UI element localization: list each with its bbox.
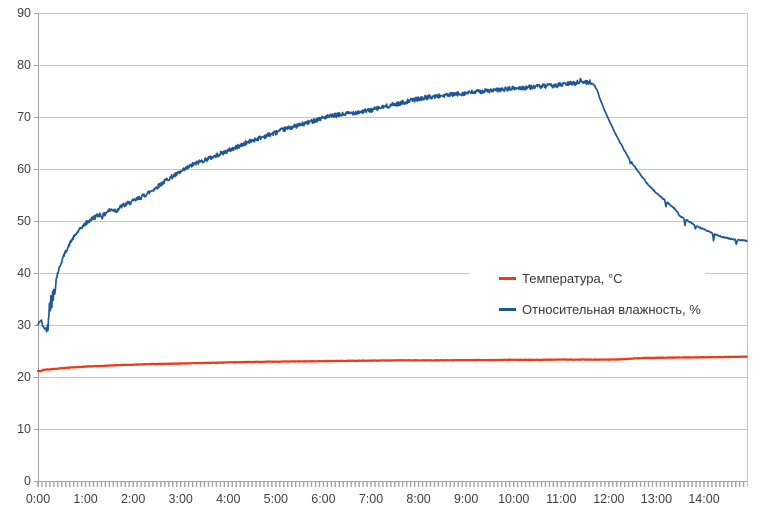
x-axis-tick-label: 7:00 bbox=[358, 492, 384, 506]
y-axis-tick-label: 60 bbox=[17, 162, 31, 176]
x-axis-tick-label: 11:00 bbox=[546, 492, 577, 506]
x-axis-tick-label: 1:00 bbox=[73, 492, 98, 506]
axes bbox=[34, 13, 747, 487]
x-axis-minor-ticks bbox=[37, 481, 745, 487]
temperature-line-marker bbox=[499, 277, 516, 280]
y-axis-tick-label: 70 bbox=[17, 110, 31, 124]
chart-legend: Температура, °C Относительная влажность,… bbox=[470, 265, 705, 325]
x-axis-tick-label: 5:00 bbox=[263, 492, 289, 506]
x-axis-tick-label: 6:00 bbox=[311, 492, 336, 506]
y-axis-tick-label: 40 bbox=[17, 266, 31, 280]
x-axis-tick-label: 2:00 bbox=[120, 492, 146, 506]
x-axis-tick-label: 9:00 bbox=[453, 492, 479, 506]
x-axis-tick-label: 0:00 bbox=[25, 492, 51, 506]
y-axis-tick-label: 20 bbox=[17, 370, 31, 384]
gridlines bbox=[38, 13, 748, 487]
y-axis-tick-label: 80 bbox=[17, 58, 31, 72]
humidity-line-marker bbox=[499, 308, 516, 311]
legend-label-temperature: Температура, °C bbox=[522, 271, 623, 286]
x-axis-tick-label: 12:00 bbox=[593, 492, 625, 506]
x-axis-tick-label: 14:00 bbox=[688, 492, 720, 506]
y-axis-tick-label: 0 bbox=[24, 474, 31, 488]
x-axis-tick-label: 13:00 bbox=[640, 492, 673, 506]
x-axis-tick-label: 4:00 bbox=[216, 492, 241, 506]
x-axis-tick-label: 8:00 bbox=[406, 492, 431, 506]
humidity-line bbox=[37, 77, 748, 333]
y-axis-tick-label: 30 bbox=[17, 318, 31, 332]
legend-label-humidity: Относительная влажность, % bbox=[522, 302, 701, 317]
y-axis-tick-label: 90 bbox=[17, 6, 31, 20]
x-axis-tick-label: 3:00 bbox=[168, 492, 193, 506]
legend-item-humidity: Относительная влажность, % bbox=[470, 302, 705, 317]
temperature-line bbox=[36, 355, 748, 373]
y-axis-tick-label: 50 bbox=[17, 214, 31, 228]
x-axis-tick-label: 10:00 bbox=[498, 492, 530, 506]
y-axis-tick-label: 10 bbox=[17, 422, 31, 436]
legend-item-temperature: Температура, °C bbox=[470, 271, 705, 286]
